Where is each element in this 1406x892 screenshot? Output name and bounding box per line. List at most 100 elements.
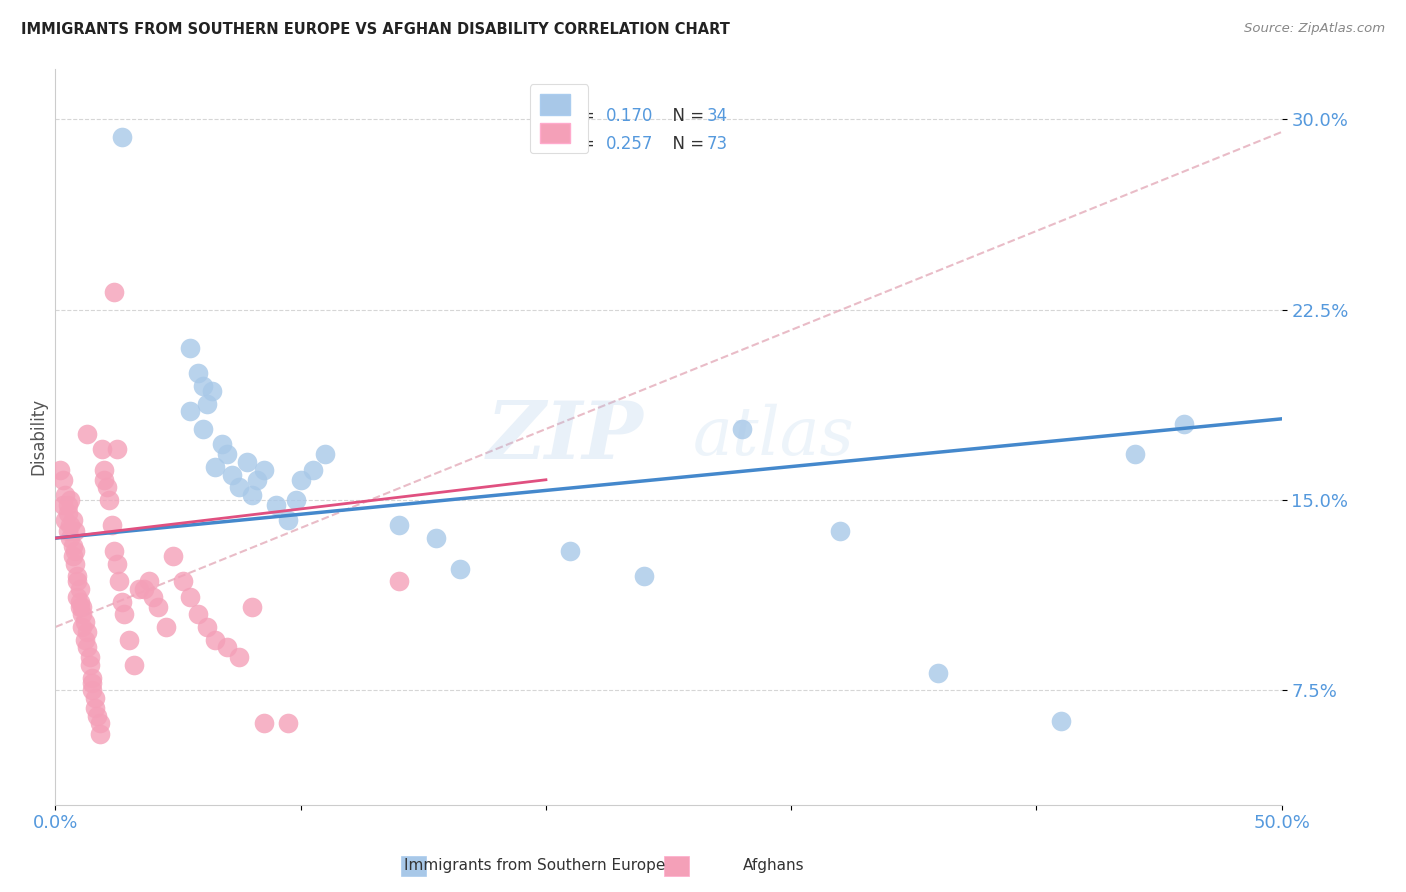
Point xyxy=(66,569,89,583)
Point xyxy=(53,513,76,527)
Point xyxy=(211,437,233,451)
Point xyxy=(63,524,86,538)
Point xyxy=(1123,447,1146,461)
Point xyxy=(302,462,325,476)
Point xyxy=(82,676,104,690)
Point xyxy=(62,513,84,527)
Point xyxy=(277,716,299,731)
Point xyxy=(82,683,104,698)
Point xyxy=(53,488,76,502)
Point xyxy=(56,498,79,512)
Point xyxy=(253,716,276,731)
Point xyxy=(122,658,145,673)
Point xyxy=(179,341,201,355)
Point xyxy=(240,599,263,614)
Text: IMMIGRANTS FROM SOUTHERN EUROPE VS AFGHAN DISABILITY CORRELATION CHART: IMMIGRANTS FROM SOUTHERN EUROPE VS AFGHA… xyxy=(21,22,730,37)
Point xyxy=(388,574,411,589)
Point xyxy=(76,427,98,442)
Legend: , : , xyxy=(530,84,588,153)
Point xyxy=(73,615,96,629)
Point xyxy=(105,442,128,457)
Point xyxy=(277,513,299,527)
Point xyxy=(449,561,471,575)
Point xyxy=(187,607,209,622)
Point xyxy=(1050,714,1073,728)
Point xyxy=(425,531,447,545)
Point xyxy=(179,404,201,418)
Point xyxy=(110,130,132,145)
Text: 0.170: 0.170 xyxy=(606,107,654,126)
Point xyxy=(284,493,307,508)
Point xyxy=(148,599,170,614)
Text: R =: R = xyxy=(564,136,600,153)
Point xyxy=(172,574,194,589)
Point xyxy=(245,473,267,487)
Point xyxy=(830,524,852,538)
Text: N =: N = xyxy=(662,107,710,126)
Point xyxy=(79,650,101,665)
Point xyxy=(66,574,89,589)
Point xyxy=(927,665,949,680)
Point xyxy=(96,480,118,494)
Point xyxy=(72,620,94,634)
Point xyxy=(93,462,115,476)
Point xyxy=(204,460,226,475)
Point xyxy=(217,447,239,461)
Text: R =: R = xyxy=(564,107,600,126)
Point xyxy=(59,493,82,508)
Point xyxy=(633,569,655,583)
Point xyxy=(52,473,75,487)
Point xyxy=(162,549,184,563)
Point xyxy=(187,366,209,380)
Point xyxy=(179,590,201,604)
Point xyxy=(221,467,243,482)
Point xyxy=(228,480,250,494)
Point xyxy=(83,691,105,706)
Point xyxy=(1173,417,1195,431)
Point xyxy=(217,640,239,655)
Point xyxy=(56,506,79,520)
Y-axis label: Disability: Disability xyxy=(30,398,46,475)
Point xyxy=(264,498,287,512)
Point xyxy=(69,594,91,608)
Point xyxy=(105,557,128,571)
Point xyxy=(89,726,111,740)
Point xyxy=(138,574,160,589)
Point xyxy=(86,709,108,723)
Point xyxy=(388,518,411,533)
Text: ZIP: ZIP xyxy=(486,398,644,475)
Point xyxy=(560,544,582,558)
Point xyxy=(235,455,257,469)
Point xyxy=(204,632,226,647)
Point xyxy=(314,447,336,461)
Point xyxy=(142,590,165,604)
Text: 73: 73 xyxy=(707,136,728,153)
Point xyxy=(228,650,250,665)
Point xyxy=(201,384,224,398)
Point xyxy=(731,422,754,436)
Point xyxy=(83,701,105,715)
Text: N =: N = xyxy=(662,136,710,153)
Point xyxy=(91,442,114,457)
Point xyxy=(49,462,72,476)
Point xyxy=(101,518,124,533)
Point xyxy=(155,620,177,634)
Point xyxy=(56,524,79,538)
Point xyxy=(197,396,219,410)
Text: Source: ZipAtlas.com: Source: ZipAtlas.com xyxy=(1244,22,1385,36)
Point xyxy=(112,607,135,622)
Point xyxy=(62,539,84,553)
Point xyxy=(62,549,84,563)
Point xyxy=(69,582,91,596)
Point xyxy=(253,462,276,476)
Point xyxy=(108,574,131,589)
Point xyxy=(103,544,125,558)
Point xyxy=(66,590,89,604)
Point xyxy=(240,488,263,502)
Point xyxy=(191,379,214,393)
Point xyxy=(132,582,155,596)
Point xyxy=(63,557,86,571)
Text: Afghans: Afghans xyxy=(742,858,804,872)
Point xyxy=(110,594,132,608)
Point xyxy=(128,582,150,596)
